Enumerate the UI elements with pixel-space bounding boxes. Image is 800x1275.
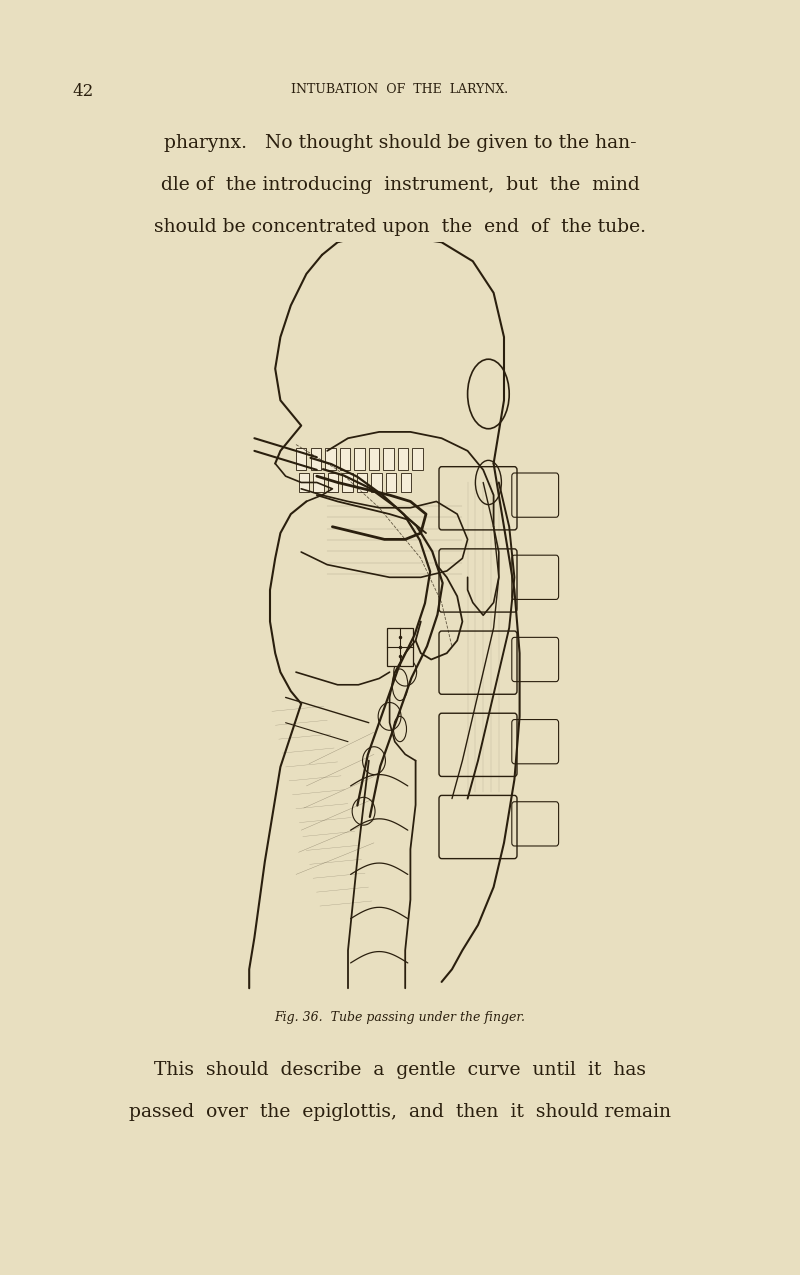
Text: should be concentrated upon  the  end  of  the tube.: should be concentrated upon the end of t… [154,218,646,236]
Bar [328,473,338,492]
Bar [401,473,411,492]
Bar [354,448,365,470]
Text: passed  over  the  epiglottis,  and  then  it  should remain: passed over the epiglottis, and then it … [129,1103,671,1121]
Text: Fig. 36.  Tube passing under the finger.: Fig. 36. Tube passing under the finger. [274,1011,526,1024]
Bar [340,448,350,470]
Bar [413,448,423,470]
Bar [383,448,394,470]
Text: pharynx.   No thought should be given to the han-: pharynx. No thought should be given to t… [164,134,636,152]
Bar [369,448,379,470]
Bar [371,473,382,492]
Bar [325,448,335,470]
Text: 42: 42 [72,83,94,99]
Text: This  should  describe  a  gentle  curve  until  it  has: This should describe a gentle curve unti… [154,1061,646,1079]
Bar [342,473,353,492]
Bar [298,473,309,492]
Bar [357,473,367,492]
Text: dle of  the introducing  instrument,  but  the  mind: dle of the introducing instrument, but t… [161,176,639,194]
Bar [387,627,413,666]
Bar [386,473,396,492]
Bar [310,448,321,470]
Bar [398,448,408,470]
Bar [296,448,306,470]
Text: INTUBATION  OF  THE  LARYNX.: INTUBATION OF THE LARYNX. [291,83,509,96]
Bar [313,473,323,492]
